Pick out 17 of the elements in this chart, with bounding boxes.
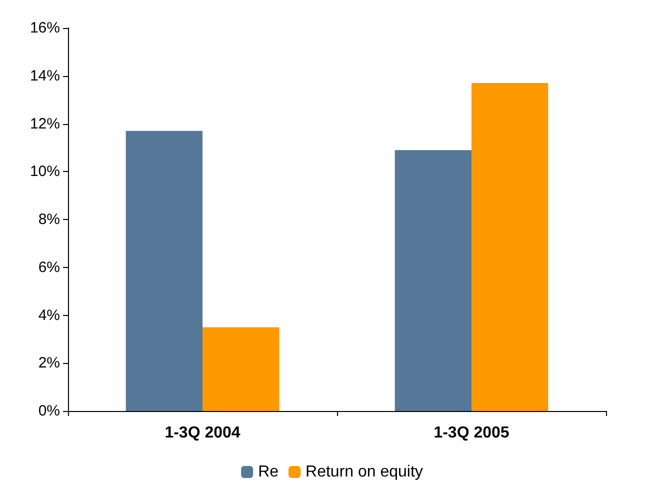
x-tick-label: 1-3Q 2004	[164, 424, 240, 442]
y-tick-label: 6%	[38, 258, 60, 276]
y-tick-label: 14%	[30, 67, 60, 84]
bar	[472, 83, 548, 411]
legend-label: Re	[258, 464, 279, 480]
y-tick-label: 10%	[30, 163, 60, 180]
y-tick-label: 0%	[38, 402, 60, 420]
y-tick-label: 2%	[38, 354, 60, 372]
y-tick-label: 8%	[38, 211, 60, 228]
legend-label: Return on equity	[306, 464, 423, 480]
y-tick-label: 16%	[30, 20, 60, 36]
bar	[202, 327, 280, 411]
bar	[126, 130, 202, 411]
y-tick-label: 12%	[30, 115, 60, 132]
y-tick-label: 4%	[38, 306, 60, 324]
x-tick-label: 1-3Q 2005	[434, 424, 510, 442]
bar	[394, 150, 472, 411]
